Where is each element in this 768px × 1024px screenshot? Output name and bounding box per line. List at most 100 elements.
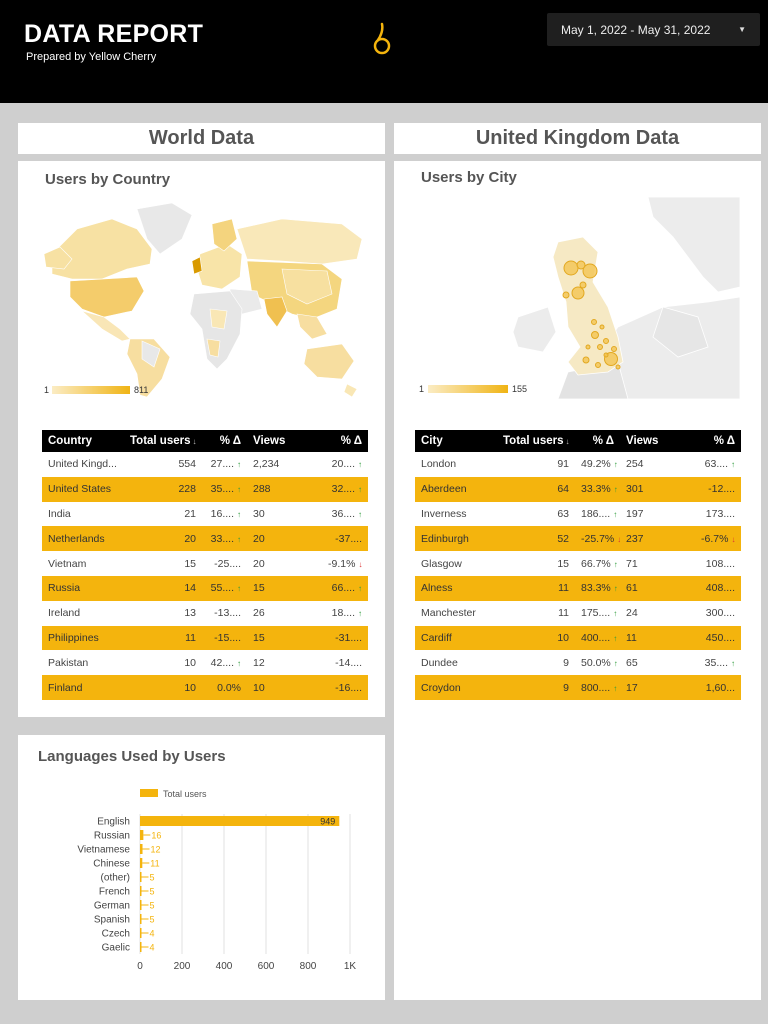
- cell-name-value: Vietnam: [48, 557, 87, 570]
- cell-views-pct-delta-value: 63....: [704, 458, 728, 471]
- cell-users-pct-delta: 33.3% ↑: [575, 476, 620, 502]
- cell-name-value: Croydon: [421, 681, 461, 694]
- cell-users-pct-delta-value: 33....: [210, 532, 234, 545]
- table-row[interactable]: Aberdeen 64 33.3% ↑ 301 -12....: [415, 476, 741, 502]
- date-range-picker[interactable]: May 1, 2022 - May 31, 2022 ▼: [547, 13, 760, 46]
- table-row[interactable]: United States 228 35.... ↑ 288 32.... ↑: [42, 476, 368, 502]
- table-row[interactable]: Alness 11 83.3% ↑ 61 408....: [415, 575, 741, 601]
- chevron-down-icon[interactable]: ▼: [738, 25, 746, 34]
- arrow-up-icon: ↑: [358, 584, 362, 594]
- table-header-row: Country Total users ↓ % Δ Views % Δ: [42, 430, 368, 452]
- bar[interactable]: [140, 872, 142, 882]
- cell-users-pct-delta-value: -25....: [214, 557, 241, 570]
- table-row[interactable]: Pakistan 10 42.... ↑ 12 -14....: [42, 650, 368, 675]
- category-label: (other): [101, 873, 130, 884]
- col-header-total-users[interactable]: Total users ↓: [124, 430, 202, 452]
- cell-views-pct-delta: -14....: [322, 650, 368, 675]
- col-header-views[interactable]: Views: [247, 430, 322, 452]
- cell-total-users-value: 91: [557, 458, 569, 471]
- data-label: 4: [150, 929, 155, 939]
- col-header-total-users[interactable]: Total users ↓: [497, 430, 575, 452]
- uk-map[interactable]: [418, 197, 740, 399]
- cell-users-pct-delta-value: 0.0%: [217, 681, 241, 694]
- europe-shape: [196, 243, 243, 290]
- table-row[interactable]: Glasgow 15 66.7% ↑ 71 108....: [415, 551, 741, 576]
- table-row[interactable]: London 91 49.2% ↑ 254 63.... ↑: [415, 452, 741, 477]
- cell-total-users-value: 20: [184, 532, 196, 545]
- table-row[interactable]: Netherlands 20 33.... ↑ 20 -37....: [42, 526, 368, 552]
- cell-total-users: 91: [497, 452, 575, 477]
- col-header-views-pct-delta[interactable]: % Δ: [695, 430, 741, 452]
- table-row[interactable]: Ireland 13 -13.... 26 18.... ↑: [42, 601, 368, 626]
- table-row[interactable]: Finland 10 0.0% 10 -16....: [42, 675, 368, 700]
- table-row[interactable]: Croydon 9 800.... ↑ 17 1,60...: [415, 675, 741, 700]
- table-row[interactable]: Philippines 11 -15.... 15 -31....: [42, 625, 368, 651]
- bar[interactable]: [140, 900, 142, 910]
- table-row[interactable]: India 21 16.... ↑ 30 36.... ↑: [42, 502, 368, 527]
- uk-panel: Users by City 1 155: [394, 161, 761, 1000]
- arrow-up-icon: ↑: [613, 683, 618, 693]
- col-header-country[interactable]: Country: [42, 430, 124, 452]
- cell-views: 12: [247, 650, 322, 675]
- table-row[interactable]: Vietnam 15 -25.... 20 -9.1% ↓: [42, 551, 368, 576]
- bar[interactable]: [140, 928, 142, 938]
- uk-legend-max: 155: [512, 384, 528, 394]
- cell-total-users: 20: [124, 526, 202, 552]
- cell-views: 17: [620, 675, 695, 700]
- cell-views-pct-delta-value: -6.7%: [701, 532, 729, 545]
- city-bubble-glasgow: [562, 291, 570, 299]
- world-map-title: Users by Country: [45, 171, 171, 188]
- bar[interactable]: [140, 858, 143, 868]
- data-label: 11: [150, 859, 159, 869]
- col-header-pct-delta[interactable]: % Δ: [575, 430, 620, 452]
- cell-name-value: Edinburgh: [421, 532, 469, 545]
- bar[interactable]: [140, 816, 340, 826]
- cell-name: Edinburgh: [415, 526, 497, 552]
- cell-name: Netherlands: [42, 526, 124, 552]
- cell-views-pct-delta-value: 20....: [331, 458, 355, 471]
- table-row[interactable]: Inverness 63 186.... ↑ 197 173....: [415, 502, 741, 527]
- cell-users-pct-delta-value: 49.2%: [581, 458, 611, 471]
- cell-views-value: 65: [626, 656, 638, 669]
- bar[interactable]: [140, 844, 143, 854]
- cell-users-pct-delta-value: 175....: [581, 607, 611, 620]
- sort-desc-icon: ↓: [192, 437, 197, 446]
- category-label: Gaelic: [102, 943, 130, 954]
- table-row[interactable]: Manchester 11 175.... ↑ 24 300....: [415, 601, 741, 626]
- cell-users-pct-delta-value: 55....: [210, 582, 234, 595]
- cell-users-pct-delta: 33.... ↑: [202, 526, 247, 552]
- table-row[interactable]: United Kingd... 554 27.... ↑ 2,234 20.... ↑: [42, 452, 368, 477]
- world-map[interactable]: [42, 199, 362, 399]
- table-row[interactable]: Dundee 9 50.0% ↑ 65 35.... ↑: [415, 650, 741, 675]
- bar[interactable]: [140, 942, 142, 952]
- bar[interactable]: [140, 830, 144, 840]
- cell-views-value: 2,234: [253, 458, 280, 471]
- cell-views-pct-delta: 108....: [695, 551, 741, 576]
- cell-total-users: 15: [497, 551, 575, 576]
- col-header-views[interactable]: Views: [620, 430, 695, 452]
- cell-total-users: 228: [124, 476, 202, 502]
- col-header-pct-delta[interactable]: % Δ: [202, 430, 247, 452]
- cell-users-pct-delta: 27.... ↑: [202, 452, 247, 477]
- report-header: DATA REPORT Prepared by Yellow Cherry Ma…: [0, 0, 768, 103]
- bar[interactable]: [140, 914, 142, 924]
- cell-views-value: 15: [253, 582, 265, 595]
- cell-name: Ireland: [42, 601, 124, 626]
- table-row[interactable]: Cardiff 10 400.... ↑ 11 450....: [415, 625, 741, 651]
- x-tick-label: 600: [258, 961, 275, 972]
- cell-users-pct-delta: 55.... ↑: [202, 575, 247, 601]
- cell-name-value: Aberdeen: [421, 483, 467, 496]
- bar[interactable]: [140, 886, 142, 896]
- cell-name: India: [42, 502, 124, 527]
- cell-total-users-value: 10: [557, 631, 569, 644]
- table-row[interactable]: Edinburgh 52 -25.7% ↓ 237 -6.7% ↓: [415, 526, 741, 552]
- cell-total-users-value: 10: [184, 656, 196, 669]
- cell-views: 71: [620, 551, 695, 576]
- col-header-views-pct-delta[interactable]: % Δ: [322, 430, 368, 452]
- cell-views-pct-delta: 63.... ↑: [695, 452, 741, 477]
- table-row[interactable]: Russia 14 55.... ↑ 15 66.... ↑: [42, 575, 368, 601]
- col-header-city[interactable]: City: [415, 430, 497, 452]
- city-bubble-inverness: [563, 260, 579, 276]
- cell-views-pct-delta: 450....: [695, 625, 741, 651]
- cell-views-pct-delta: -9.1% ↓: [322, 551, 368, 576]
